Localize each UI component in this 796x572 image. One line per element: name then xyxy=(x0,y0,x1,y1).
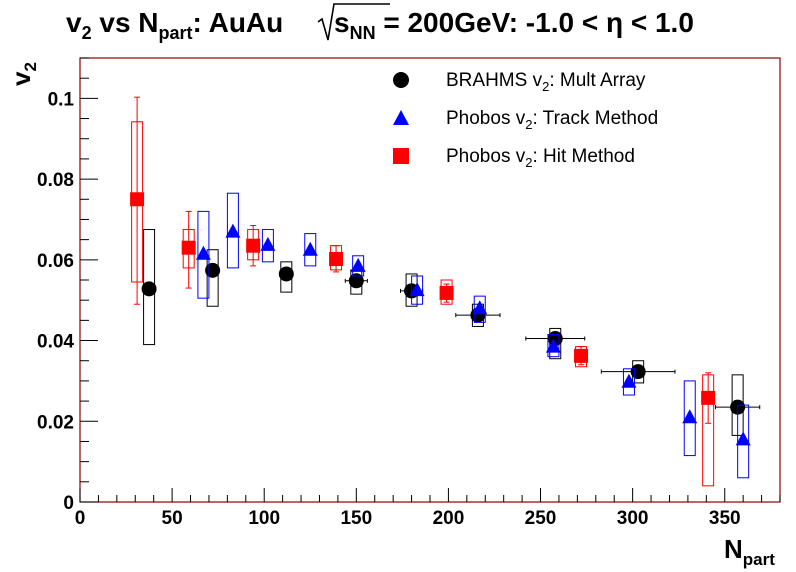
systematic-error-box xyxy=(683,380,696,457)
y-tick-label: 0.1 xyxy=(48,89,75,110)
x-tick-label: 250 xyxy=(525,508,557,529)
plot-frame xyxy=(79,57,781,503)
chart-title: v2 vs Npart: AuAu xyxy=(66,7,283,43)
title-mid: : AuAu xyxy=(193,7,284,38)
title-tail: = 200GeV: -1.0 < η < 1.0 xyxy=(376,7,694,38)
series-square xyxy=(130,96,716,487)
systematic-error-box xyxy=(206,249,219,307)
data-point-square xyxy=(574,348,589,363)
legend-marker-circle xyxy=(393,72,409,88)
data-point-triangle xyxy=(472,300,488,315)
legend-marker-triangle xyxy=(393,110,409,125)
title-vs: vs N xyxy=(92,7,159,38)
x-tick-label: 200 xyxy=(433,508,465,529)
data-point-triangle xyxy=(545,338,561,353)
y-tick-label: 0 xyxy=(63,493,74,514)
data-point-triangle xyxy=(225,223,241,238)
data-point-square xyxy=(701,390,716,405)
systematic-error-box xyxy=(737,404,750,479)
x-tick-label: 100 xyxy=(248,508,280,529)
sqrt-symbol-icon xyxy=(317,3,390,41)
y-tick-label: 0.04 xyxy=(37,332,74,353)
systematic-error-box xyxy=(261,229,274,263)
x-tick-label: 350 xyxy=(709,508,741,529)
data-point-triangle xyxy=(302,241,318,256)
legend: BRAHMS v2: Mult Array Phobos v2: Track Me… xyxy=(393,70,658,170)
legend-label: Phobos v2: Track Method xyxy=(446,108,658,132)
data-point-triangle xyxy=(350,257,366,272)
data-point-circle xyxy=(630,364,646,380)
data-point-triangle xyxy=(621,373,637,388)
systematic-error-box xyxy=(197,210,210,299)
systematic-error-box xyxy=(547,333,560,358)
systematic-error-box xyxy=(622,368,635,396)
x-tick-label: 50 xyxy=(162,508,183,529)
systematic-error-box xyxy=(473,295,486,323)
data-point-square xyxy=(246,238,261,253)
legend-item: Phobos v2: Track Method xyxy=(393,108,658,132)
x-axis-label: Npart xyxy=(724,534,775,569)
data-point-triangle xyxy=(735,431,751,446)
y-tick-label: 0.06 xyxy=(37,251,74,272)
data-point-triangle xyxy=(260,236,276,251)
systematic-error-box xyxy=(304,233,317,267)
legend-marker-square xyxy=(393,148,409,164)
data-point-circle xyxy=(205,262,221,278)
title-sqrt-sub: NN xyxy=(350,23,376,43)
y-tick-label: 0.08 xyxy=(37,170,74,191)
y-tick-label: 0.02 xyxy=(37,412,74,433)
systematic-error-box xyxy=(352,255,365,277)
title-sqrt-s: s xyxy=(334,7,350,38)
data-point-circle xyxy=(348,273,364,289)
systematic-error-box xyxy=(226,192,239,269)
data-point-circle xyxy=(278,266,294,282)
data-point-triangle xyxy=(682,409,698,424)
legend-item: Phobos v2: Hit Method xyxy=(393,146,635,170)
data-point-square xyxy=(130,192,145,207)
data-point-square xyxy=(181,240,196,255)
title-sqrt-content: sNN = 200GeV: -1.0 < η < 1.0 xyxy=(334,7,694,43)
x-tick-label: 150 xyxy=(340,508,372,529)
series-triangle xyxy=(195,192,751,479)
title-vs-sub: part xyxy=(159,23,193,43)
y-axis-label: v2 xyxy=(6,62,40,86)
series-circle xyxy=(141,229,761,436)
legend-label: Phobos v2: Hit Method xyxy=(446,146,635,170)
data-point-triangle xyxy=(195,245,211,260)
data-point-square xyxy=(439,285,454,300)
legend-label: BRAHMS v2: Mult Array xyxy=(446,70,646,94)
x-tick-label: 0 xyxy=(75,508,86,529)
title-lead-sub: 2 xyxy=(82,23,92,43)
title-lead: v xyxy=(66,7,82,38)
x-tick-label: 300 xyxy=(617,508,649,529)
data-point-triangle xyxy=(409,282,425,297)
data-point-square xyxy=(329,252,344,267)
legend-item: BRAHMS v2: Mult Array xyxy=(393,70,646,94)
plot-area: 0 50 100 150 200 250 300 350 0 0.02 0.04 0.06 0.08 0.… xyxy=(37,57,781,529)
data-point-circle xyxy=(141,281,157,297)
systematic-error-box xyxy=(411,275,424,305)
